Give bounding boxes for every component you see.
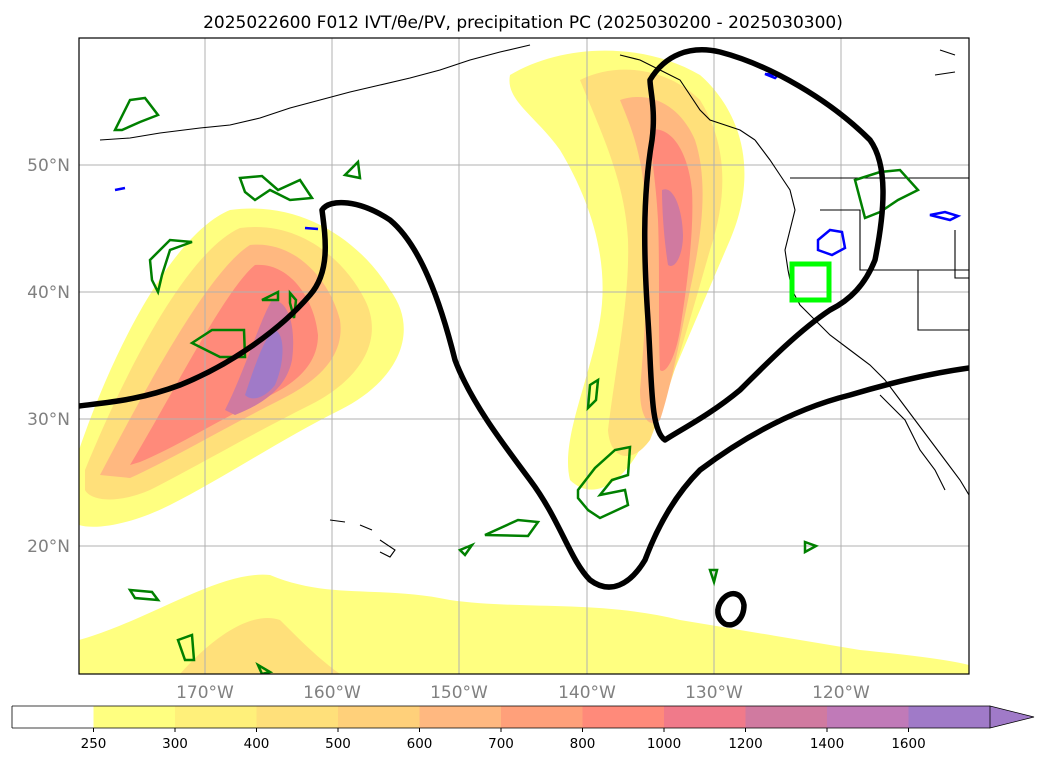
ivt-plume-east xyxy=(509,50,745,490)
lon-label-160w: 160°W xyxy=(303,683,361,703)
colorbar-label: 700 xyxy=(488,736,514,752)
colorbar-segment xyxy=(582,706,665,728)
colorbar-segment xyxy=(745,706,828,728)
colorbar-segment xyxy=(256,706,339,728)
lat-label-40n: 40°N xyxy=(27,283,70,303)
colorbar-label: 800 xyxy=(570,736,596,752)
colorbar-segment xyxy=(664,706,746,728)
highlight-box xyxy=(789,261,832,303)
latitude-labels: 50°N 40°N 30°N 20°N xyxy=(27,156,70,557)
lon-label-150w: 150°W xyxy=(430,683,488,703)
precip-contours xyxy=(114,72,962,257)
colorbar-label: 600 xyxy=(407,736,433,752)
colorbar-segment xyxy=(175,706,257,728)
lat-label-50n: 50°N xyxy=(27,156,70,176)
lon-label-120w: 120°W xyxy=(812,683,870,703)
colorbar-segment xyxy=(338,706,420,728)
colorbar-segment xyxy=(419,706,502,728)
theta-e-contours xyxy=(79,47,969,628)
pv-contours xyxy=(112,96,921,674)
lat-label-30n: 30°N xyxy=(27,410,70,430)
colorbar-label: 1200 xyxy=(728,736,762,752)
colorbar-segment xyxy=(501,706,583,728)
colorbar-label: 500 xyxy=(325,736,351,752)
ivt-band-south xyxy=(79,574,969,674)
lat-label-20n: 20°N xyxy=(27,537,70,557)
colorbar-segment xyxy=(908,706,991,728)
colorbar-segment xyxy=(93,706,176,728)
colorbar-label: 1600 xyxy=(891,736,925,752)
lon-label-140w: 140°W xyxy=(558,683,616,703)
lon-label-130w: 130°W xyxy=(685,683,743,703)
colorbar-label: 300 xyxy=(162,736,188,752)
longitude-labels: 170°W 160°W 150°W 140°W 130°W 120°W xyxy=(176,683,870,703)
colorbar-label: 1000 xyxy=(647,736,681,752)
colorbar: 250 300 400 500 600 700 800 1000 1200 1400 1600 xyxy=(11,705,1035,752)
map-frame xyxy=(78,37,970,675)
map-area xyxy=(79,38,969,674)
graticule xyxy=(79,38,969,674)
figure-title: 2025022600 F012 IVT/θe/PV, precipitation… xyxy=(203,13,843,33)
colorbar-extend-arrow xyxy=(989,705,1035,729)
colorbar-segment xyxy=(12,706,94,728)
colorbar-label: 1400 xyxy=(810,736,844,752)
colorbar-label: 400 xyxy=(244,736,270,752)
lon-label-170w: 170°W xyxy=(176,683,234,703)
colorbar-segment xyxy=(827,706,909,728)
colorbar-label: 250 xyxy=(81,736,107,752)
